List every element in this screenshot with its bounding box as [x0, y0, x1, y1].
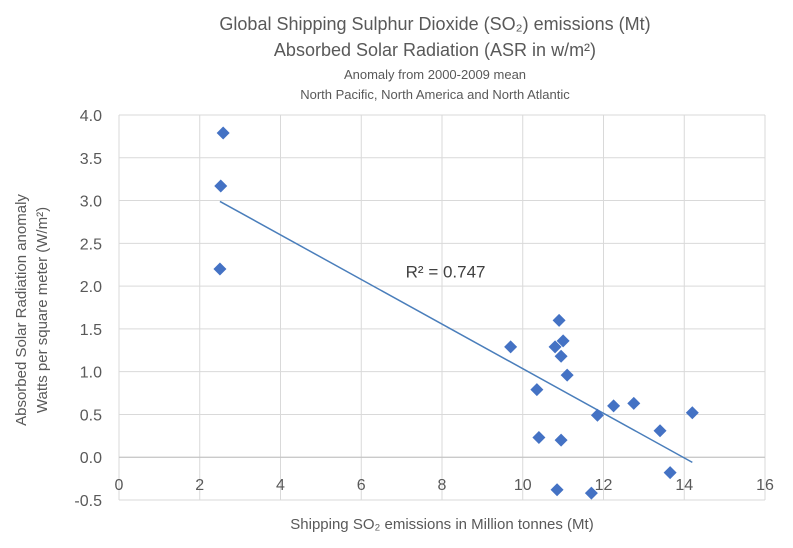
x-tick-labels: 0 2 4 6 8 10 12 14 16 — [115, 477, 774, 494]
y-axis-title-group: Absorbed Solar Radiation anomaly Watts p… — [13, 194, 51, 426]
data-point — [214, 179, 228, 193]
y-tick-label: 1.5 — [80, 322, 102, 339]
y-axis-title: Absorbed Solar Radiation anomaly — [13, 194, 30, 426]
data-point — [556, 334, 570, 348]
x-tick-label: 14 — [675, 477, 693, 494]
gridlines — [118, 114, 766, 501]
data-point — [554, 349, 568, 363]
data-point — [663, 466, 677, 480]
r-squared-label: R² = 0.747 — [406, 263, 486, 282]
y-tick-label: 0.5 — [80, 407, 102, 424]
trendline — [219, 200, 693, 464]
data-point — [552, 313, 566, 327]
y-tick-label: 2.5 — [80, 236, 102, 253]
x-tick-label: 4 — [276, 477, 285, 494]
data-point — [653, 424, 667, 438]
x-tick-label: 6 — [357, 477, 366, 494]
data-point — [590, 408, 604, 422]
data-point — [554, 433, 568, 447]
y-tick-label: 3.5 — [80, 151, 102, 168]
y-tick-label: 0.0 — [80, 450, 102, 467]
x-tick-label: 8 — [438, 477, 447, 494]
chart-subtitle: Anomaly from 2000-2009 mean — [344, 67, 526, 82]
data-points — [213, 126, 699, 500]
data-point — [560, 368, 574, 382]
data-point — [504, 340, 518, 354]
data-point — [550, 483, 564, 497]
x-tick-label: 2 — [195, 477, 204, 494]
x-tick-label: 12 — [595, 477, 613, 494]
x-tick-label: 10 — [514, 477, 532, 494]
y-tick-label: -0.5 — [74, 493, 102, 510]
x-axis-title: Shipping SO₂ emissions in Million tonnes… — [290, 516, 593, 533]
data-point — [532, 431, 546, 445]
data-point — [530, 383, 544, 397]
x-tick-label: 16 — [756, 477, 774, 494]
data-point — [607, 399, 621, 413]
y-tick-labels: -0.5 0.0 0.5 1.0 1.5 2.0 2.5 3.0 3.5 4.0 — [74, 108, 102, 510]
data-point — [584, 486, 598, 500]
data-point — [216, 126, 230, 140]
data-point — [213, 262, 227, 276]
y-tick-label: 2.0 — [80, 279, 102, 296]
chart-title-line2: Absorbed Solar Radiation (ASR in w/m²) — [274, 40, 596, 60]
chart-title: Global Shipping Sulphur Dioxide (SO₂) em… — [219, 14, 650, 34]
x-tick-label: 0 — [115, 477, 124, 494]
data-point — [627, 396, 641, 410]
data-point — [685, 406, 699, 420]
chart-subtitle-line2: North Pacific, North America and North A… — [300, 87, 570, 102]
data-point — [548, 340, 562, 354]
y-tick-label: 1.0 — [80, 365, 102, 382]
y-tick-label: 3.0 — [80, 194, 102, 211]
y-tick-label: 4.0 — [80, 108, 102, 125]
y-axis-title-line2: Watts per square meter (W/m²) — [34, 207, 51, 413]
